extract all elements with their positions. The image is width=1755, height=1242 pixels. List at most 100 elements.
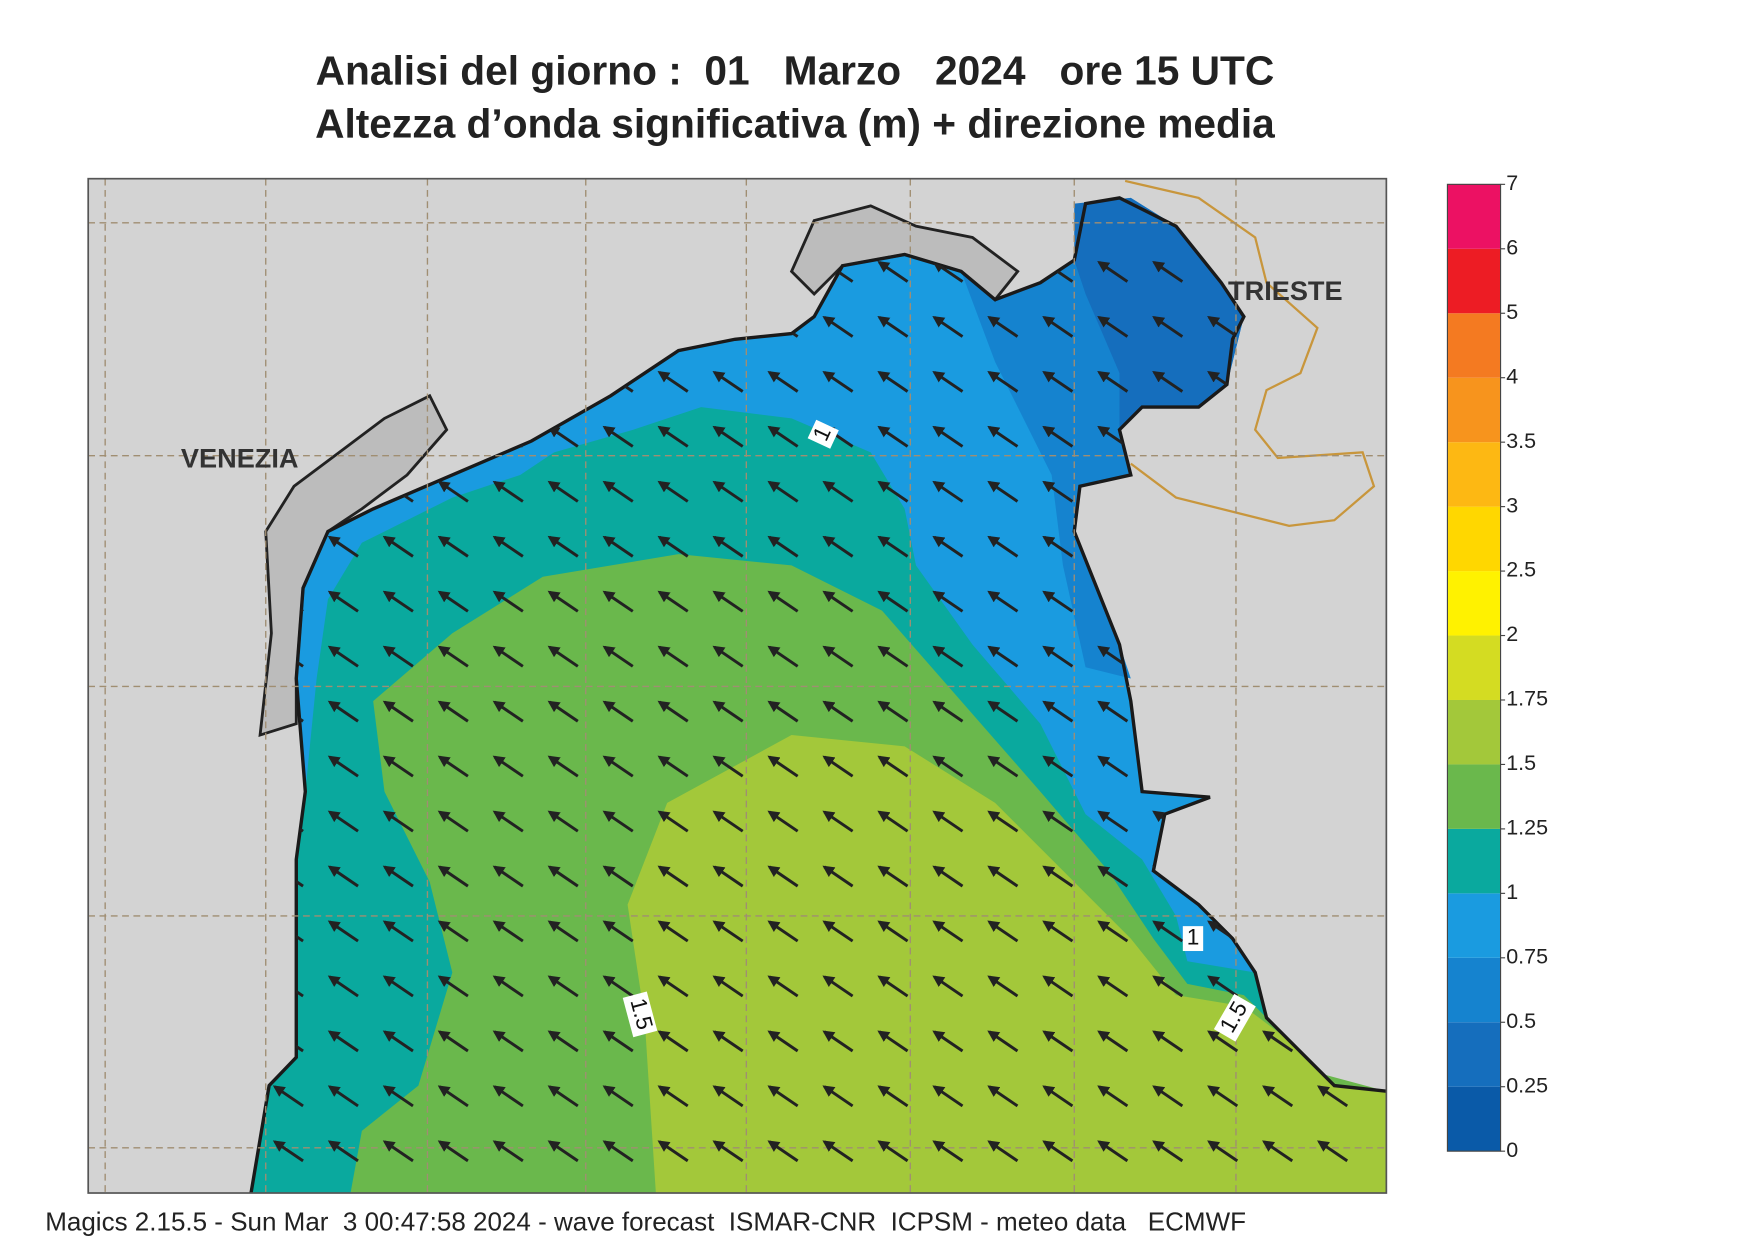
wave-arrow: [657, 645, 689, 668]
wave-arrow: [1207, 1030, 1239, 1053]
wave-arrow: [932, 535, 964, 558]
wave-arrow: [877, 865, 909, 888]
wave-arrow: [437, 810, 469, 833]
wave-arrow: [492, 590, 524, 613]
wave-arrow: [547, 975, 579, 998]
wave-arrow: [712, 1030, 744, 1053]
wave-arrow: [547, 590, 579, 613]
wave-arrow: [382, 645, 414, 668]
wave-arrow: [987, 865, 1019, 888]
wave-arrow: [327, 755, 359, 778]
wave-arrow: [932, 316, 964, 338]
wave-arrow: [712, 755, 744, 778]
wave-arrow: [767, 1140, 799, 1163]
wave-arrow: [1262, 1085, 1294, 1108]
colorbar-label: 0.5: [1506, 1009, 1536, 1033]
wave-arrow: [657, 1030, 689, 1053]
wave-arrow: [657, 425, 689, 448]
colorbar-segment: [1447, 442, 1501, 507]
wave-arrow: [987, 425, 1019, 448]
wave-arrow: [602, 590, 634, 613]
contour-label: 1: [807, 419, 839, 449]
wave-arrow: [987, 1030, 1019, 1053]
colorbar-label: 0.75: [1506, 944, 1548, 968]
colorbar: 0 0.25 0.5 0.75 1 1.25 1.5 1.75 2 2.5 3 3.5 4 5 6 7: [1446, 171, 1548, 1162]
wave-arrow: [492, 535, 524, 558]
wave-arrow: [1317, 1085, 1349, 1108]
wave-arrow: [877, 1085, 909, 1108]
colorbar-segment: [1447, 764, 1501, 829]
wave-arrow: [987, 590, 1019, 613]
colorbar-segment: [1447, 377, 1501, 443]
footer: Magics 2.15.5 - Sun Mar 3 00:47:58 2024 …: [45, 1206, 1246, 1236]
wave-arrow: [712, 370, 744, 393]
colorbar-segment: [1447, 313, 1501, 378]
wave-arrow: [1042, 975, 1074, 998]
wave-arrow: [492, 920, 524, 943]
colorbar-label: 1: [1506, 880, 1518, 904]
wave-arrow: [547, 535, 579, 558]
wave-arrow: [1042, 1140, 1074, 1163]
wave-arrow: [437, 700, 469, 723]
wave-arrow: [1152, 1030, 1184, 1053]
wave-arrow: [327, 920, 359, 943]
wave-arrow: [712, 535, 744, 558]
colorbar-segment: [1447, 184, 1501, 249]
wave-arrow: [767, 920, 799, 943]
colorbar-segment: [1447, 893, 1501, 958]
contour-label: 1.5: [622, 991, 658, 1038]
graticule: [88, 178, 1387, 1194]
wave-arrow: [932, 700, 964, 723]
wave-arrow: [437, 535, 469, 558]
wave-arrow: [712, 1140, 744, 1163]
city-label: TRIESTE: [1228, 275, 1343, 306]
colorbar-frame: [1446, 183, 1502, 1152]
colorbar-label: 1.75: [1506, 687, 1548, 711]
wave-arrow: [1097, 975, 1129, 998]
grid-line: [88, 178, 1387, 1194]
wave-arrow: [382, 755, 414, 778]
wave-arrow: [712, 590, 744, 613]
wave-arrow: [657, 1085, 689, 1108]
wave-arrow: [932, 810, 964, 833]
wave-arrow: [492, 975, 524, 998]
wave-arrow: [877, 920, 909, 943]
wave-arrow: [712, 975, 744, 998]
colorbar-segment: [1447, 699, 1501, 765]
wave-arrow: [767, 535, 799, 558]
wave-arrow: [987, 755, 1019, 778]
wave-arrow: [382, 700, 414, 723]
wave-arrow: [492, 755, 524, 778]
wave-arrow: [437, 480, 469, 503]
wave-arrow: [602, 645, 634, 668]
wave-arrow: [657, 370, 689, 393]
wave-arrow: [877, 590, 909, 613]
colorbar-label: 3: [1506, 493, 1518, 517]
wave-arrow: [547, 700, 579, 723]
wave-arrow: [1042, 920, 1074, 943]
wave-arrow: [767, 1085, 799, 1108]
wave-arrow: [767, 370, 799, 393]
wave-arrow: [822, 480, 854, 503]
wave-arrow: [382, 590, 414, 613]
wave-arrow: [1152, 316, 1184, 338]
wave-arrow: [437, 1085, 469, 1108]
wave-arrow: [382, 975, 414, 998]
wave-arrow: [822, 755, 854, 778]
wave-arrow: [1152, 975, 1184, 998]
wave-arrow: [822, 700, 854, 723]
wave-arrow: [932, 590, 964, 613]
wave-arrow: [877, 700, 909, 723]
wave-arrow: [327, 590, 359, 613]
wave-arrow: [1152, 1085, 1184, 1108]
wave-arrow: [822, 920, 854, 943]
wave-arrow: [382, 920, 414, 943]
wave-arrow: [657, 700, 689, 723]
wave-arrow: [932, 480, 964, 503]
wave-arrow: [437, 590, 469, 613]
wave-arrow: [547, 1030, 579, 1053]
wave-arrow: [877, 645, 909, 668]
wave-arrow: [327, 700, 359, 723]
subtitle: Altezza d’onda significativa (m) + direz…: [315, 100, 1275, 146]
title: Analisi del giorno : 01 Marzo 2024 ore 1…: [316, 47, 1275, 93]
